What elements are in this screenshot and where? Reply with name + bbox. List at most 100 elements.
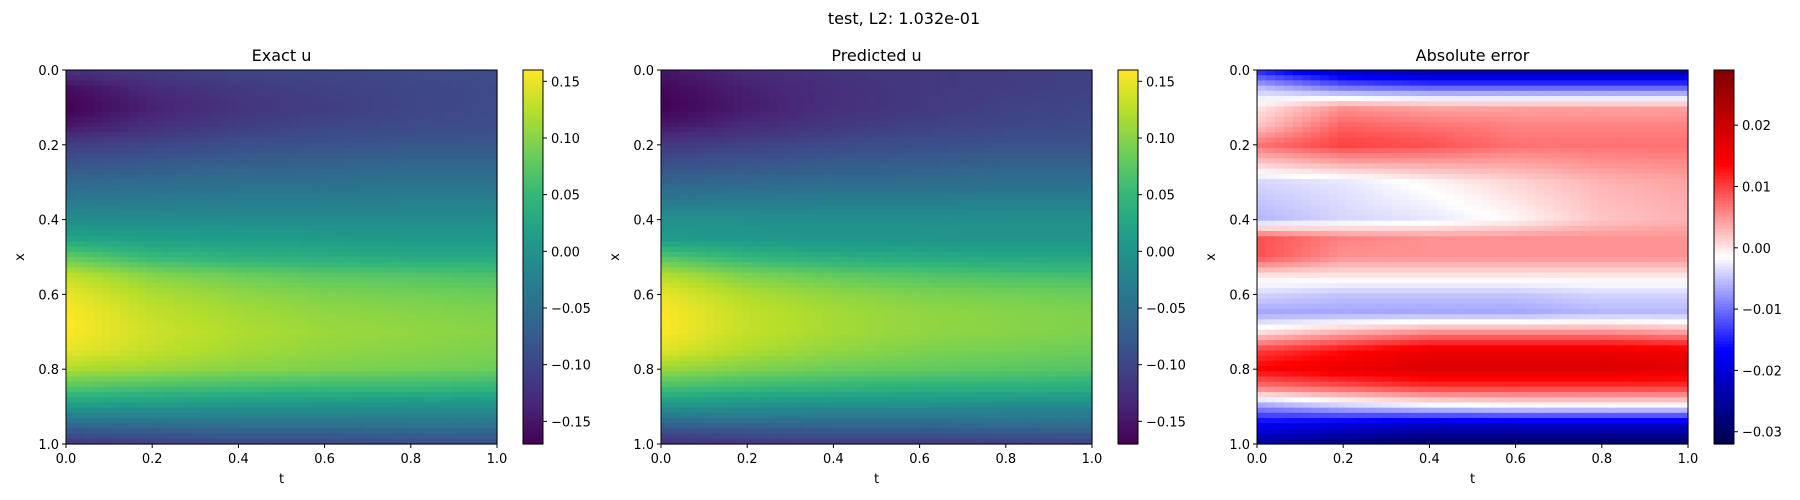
heatmap-cell — [371, 418, 381, 424]
heatmap-cell — [110, 412, 121, 419]
heatmap-cell — [308, 314, 319, 320]
heatmap-cell — [119, 236, 130, 243]
heatmap-cell — [479, 293, 489, 300]
heatmap-cell — [461, 231, 471, 237]
heatmap-cell — [101, 194, 112, 201]
heatmap-cell — [1038, 137, 1048, 144]
heatmap-cell — [858, 142, 869, 149]
heatmap-cell — [768, 168, 779, 175]
heatmap-cell — [416, 90, 426, 97]
heatmap-cell — [308, 189, 319, 196]
heatmap-cell — [380, 418, 390, 424]
heatmap-cell — [362, 340, 372, 346]
heatmap-cell — [1011, 184, 1021, 191]
heatmap-cell — [146, 111, 157, 118]
heatmap-cell — [146, 392, 157, 398]
heatmap-cell — [326, 412, 336, 419]
heatmap-cell — [407, 111, 417, 118]
heatmap-cell — [389, 90, 399, 97]
heatmap-cell — [146, 101, 157, 107]
heatmap-cell — [407, 116, 417, 123]
heatmap-cell — [290, 121, 301, 128]
heatmap-cell — [110, 231, 121, 237]
heatmap-cell — [263, 106, 274, 113]
heatmap-cell — [83, 392, 94, 398]
heatmap-cell — [66, 360, 76, 367]
heatmap-cell — [479, 111, 489, 118]
heatmap-cell — [362, 366, 372, 372]
heatmap-cell — [804, 147, 815, 154]
heatmap-cell — [398, 127, 408, 133]
colorbar-segment — [523, 369, 543, 373]
heatmap-cell — [380, 147, 390, 154]
heatmap-cell — [741, 127, 752, 133]
heatmap-cell — [128, 350, 139, 357]
heatmap-cell — [380, 199, 390, 206]
heatmap-cell — [777, 179, 788, 185]
heatmap-cell — [308, 241, 319, 248]
heatmap-cell — [66, 236, 76, 243]
heatmap-cell — [389, 101, 399, 107]
heatmap-cell — [326, 418, 336, 424]
heatmap-cell — [335, 153, 345, 159]
heatmap-cell — [92, 147, 103, 154]
heatmap-cell — [362, 116, 372, 123]
heatmap-cell — [912, 75, 922, 81]
heatmap-cell — [804, 137, 815, 144]
heatmap-cell — [407, 70, 417, 76]
heatmap-cell — [155, 402, 166, 409]
heatmap-cell — [101, 199, 112, 206]
heatmap-cell — [804, 215, 815, 222]
heatmap-cell — [948, 85, 958, 92]
heatmap-cell — [750, 137, 761, 144]
heatmap-cell — [191, 303, 202, 310]
heatmap-cell — [389, 340, 399, 346]
heatmap-cell — [984, 184, 994, 191]
heatmap-cell — [299, 199, 310, 206]
heatmap-cell — [182, 319, 193, 326]
heatmap-cell — [1002, 153, 1012, 159]
heatmap-cell — [759, 199, 770, 206]
heatmap-cell — [308, 106, 319, 113]
heatmap-cell — [714, 163, 725, 170]
heatmap-cell — [281, 277, 292, 284]
heatmap-cell — [993, 70, 1003, 76]
heatmap-cell — [353, 345, 363, 352]
heatmap-cell — [407, 137, 417, 144]
heatmap-cell — [110, 199, 121, 206]
heatmap-cell — [146, 215, 157, 222]
heatmap-cell — [128, 236, 139, 243]
heatmap-cell — [218, 127, 229, 133]
heatmap-cell — [470, 371, 480, 378]
heatmap-cell — [768, 163, 779, 170]
heatmap-cell — [425, 153, 435, 159]
heatmap-cell — [759, 194, 770, 201]
heatmap-cell — [317, 262, 327, 268]
heatmap-cell — [119, 257, 130, 263]
heatmap-cell — [470, 163, 480, 170]
heatmap-cell — [741, 210, 752, 217]
heatmap-cell — [425, 210, 435, 217]
heatmap-cell — [425, 236, 435, 243]
heatmap-cell — [137, 371, 148, 378]
heatmap-cell — [479, 241, 489, 248]
heatmap-cell — [750, 168, 761, 175]
heatmap-cell — [290, 215, 301, 222]
heatmap-cell — [317, 324, 327, 331]
heatmap-cell — [398, 324, 408, 331]
heatmap-cell — [101, 215, 112, 222]
heatmap-cell — [245, 402, 256, 409]
heatmap-cell — [416, 111, 426, 118]
heatmap-cell — [74, 173, 85, 180]
heatmap-cell — [272, 80, 283, 87]
heatmap-cell — [110, 386, 121, 393]
heatmap-cell — [290, 137, 301, 144]
heatmap-cell — [263, 319, 274, 326]
heatmap-cell — [119, 376, 130, 383]
heatmap-cell — [1083, 163, 1093, 170]
heatmap-cell — [957, 179, 967, 185]
heatmap-cell — [966, 189, 976, 196]
heatmap-cell — [353, 371, 363, 378]
heatmap-cell — [669, 132, 680, 139]
heatmap-cell — [840, 111, 851, 118]
